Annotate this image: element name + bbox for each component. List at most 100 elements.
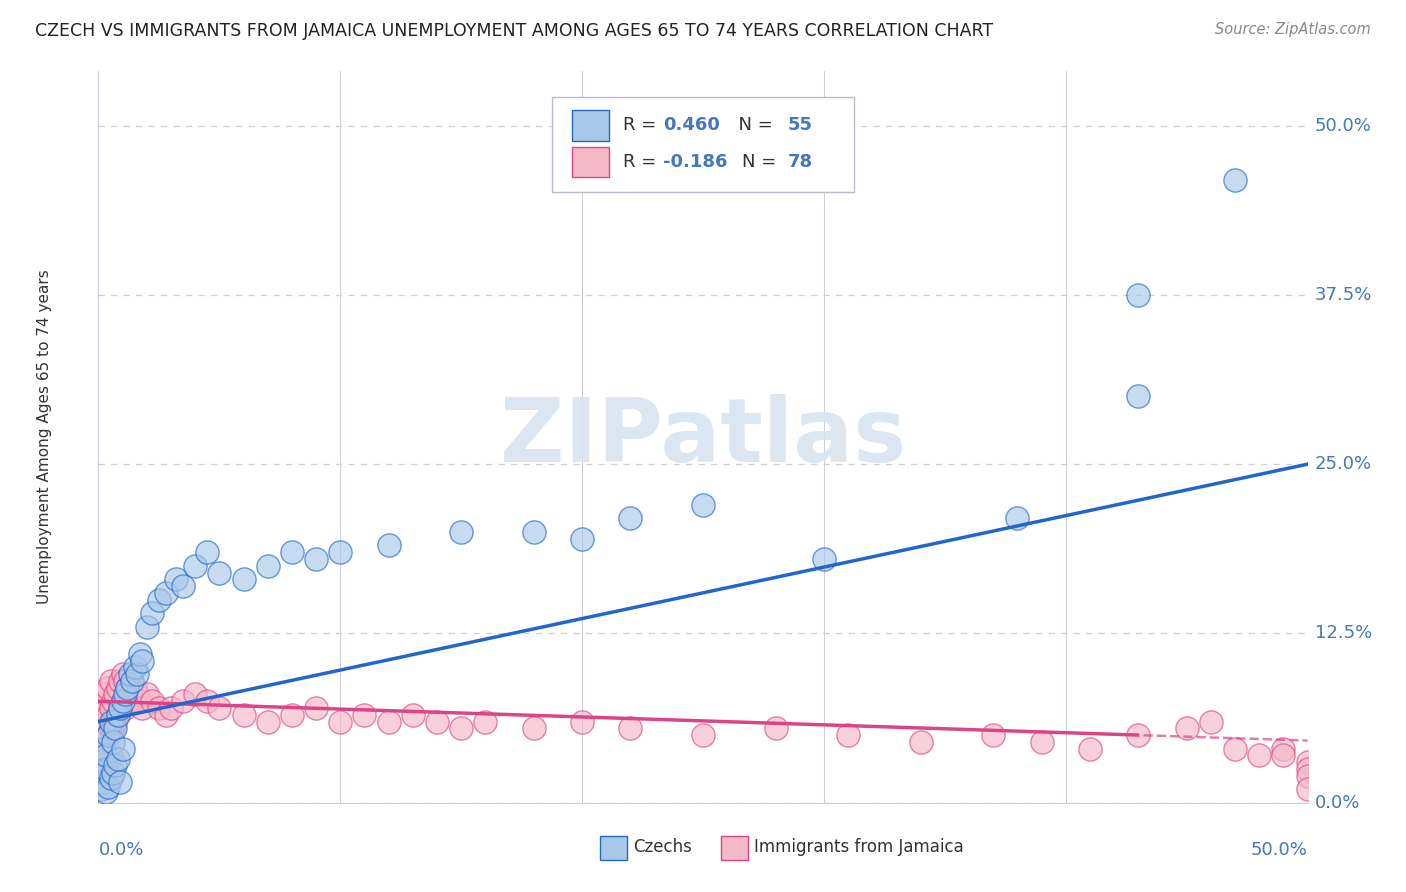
Point (100, 673, 122, 688)
Text: 78: 78 (787, 153, 813, 171)
Text: 50.0%: 50.0% (1251, 841, 1308, 859)
Point (97, 728, 120, 742)
Point (329, 714, 352, 729)
Text: -0.186: -0.186 (664, 153, 727, 171)
Point (184, 558, 207, 573)
Point (108, 701, 131, 715)
Point (94, 688, 117, 702)
Text: Czechs: Czechs (633, 838, 692, 855)
Point (94, 714, 117, 729)
Point (208, 566, 231, 580)
Point (256, 558, 278, 573)
Point (111, 667, 134, 681)
Text: Source: ZipAtlas.com: Source: ZipAtlas.com (1215, 22, 1371, 37)
Point (305, 701, 328, 715)
Point (619, 511, 641, 525)
Point (523, 524, 546, 539)
Point (195, 694, 218, 708)
Point (837, 728, 859, 742)
Point (1128, 288, 1150, 302)
Point (155, 707, 177, 722)
Point (141, 694, 163, 708)
Point (107, 752, 129, 766)
Text: 50.0%: 50.0% (1315, 117, 1372, 135)
Point (148, 592, 170, 607)
Point (100, 714, 122, 729)
Point (195, 545, 218, 559)
Point (107, 681, 129, 695)
Point (117, 681, 139, 695)
Point (104, 688, 127, 702)
Point (1175, 721, 1198, 735)
Point (329, 545, 352, 559)
Point (256, 714, 278, 729)
Bar (572, 146, 609, 178)
Point (104, 721, 127, 735)
Point (90, 728, 112, 742)
Point (101, 766, 124, 780)
Point (172, 579, 194, 593)
Point (100, 701, 122, 715)
Point (1078, 741, 1101, 756)
Point (91, 775, 114, 789)
Point (90, 769, 112, 783)
Point (1007, 511, 1029, 525)
Text: 12.5%: 12.5% (1315, 624, 1372, 642)
Point (121, 694, 143, 708)
Point (104, 714, 127, 729)
Point (91, 721, 114, 735)
Text: ZIPatlas: ZIPatlas (501, 393, 905, 481)
Point (90, 755, 112, 769)
Point (1296, 782, 1319, 797)
Point (571, 714, 593, 729)
Text: Immigrants from Jamaica: Immigrants from Jamaica (754, 838, 963, 855)
Text: N =: N = (727, 117, 779, 135)
Point (91, 701, 114, 715)
Point (160, 701, 183, 715)
Point (1031, 735, 1053, 749)
Point (1272, 741, 1295, 756)
Point (90, 782, 112, 797)
Text: 0.460: 0.460 (664, 117, 720, 135)
Text: 25.0%: 25.0% (1315, 455, 1372, 473)
Point (692, 498, 714, 512)
Point (1296, 769, 1319, 783)
Point (94, 762, 117, 776)
Point (148, 701, 170, 715)
Point (118, 688, 141, 702)
Point (426, 714, 449, 729)
Text: R =: R = (623, 153, 662, 171)
Point (97, 707, 120, 722)
Point (281, 707, 304, 722)
Point (91, 762, 114, 776)
Point (114, 688, 136, 702)
Point (100, 721, 122, 735)
Point (1199, 714, 1222, 729)
Text: 55: 55 (787, 117, 813, 135)
Point (128, 694, 150, 708)
Point (1223, 172, 1246, 186)
Bar (572, 110, 609, 141)
Point (474, 714, 496, 729)
Point (1296, 755, 1319, 769)
Point (94, 735, 117, 749)
Point (100, 748, 122, 763)
Point (94, 748, 117, 763)
Point (1128, 389, 1150, 403)
Point (97, 780, 120, 794)
Point (135, 620, 157, 634)
Point (184, 688, 207, 702)
Point (1296, 762, 1319, 776)
Point (97, 681, 120, 695)
Point (90, 741, 112, 756)
Point (402, 707, 425, 722)
Point (108, 673, 131, 688)
Point (377, 538, 399, 552)
Point (117, 681, 139, 695)
Point (135, 688, 157, 702)
Point (124, 681, 146, 695)
Text: CZECH VS IMMIGRANTS FROM JAMAICA UNEMPLOYMENT AMONG AGES 65 TO 74 YEARS CORRELAT: CZECH VS IMMIGRANTS FROM JAMAICA UNEMPLO… (35, 22, 993, 40)
Point (131, 654, 153, 668)
Point (107, 707, 129, 722)
Text: 0.0%: 0.0% (1315, 794, 1360, 812)
